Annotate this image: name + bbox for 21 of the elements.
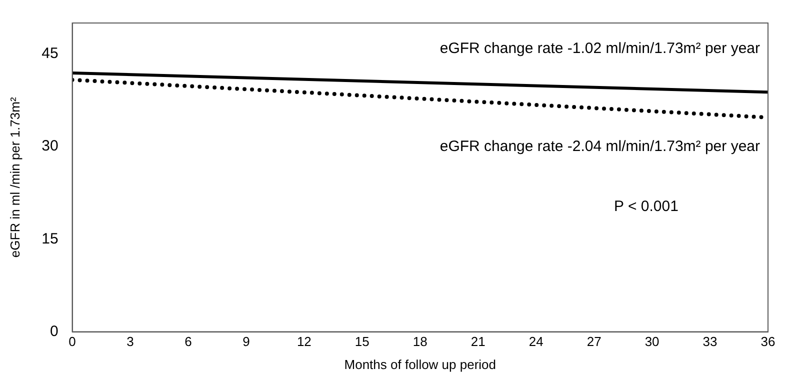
x-tick-label: 33 xyxy=(702,334,718,350)
annotation: P < 0.001 xyxy=(614,198,678,216)
x-tick-label: 30 xyxy=(644,334,660,350)
x-tick-label: 21 xyxy=(470,334,486,350)
x-tick-label: 27 xyxy=(586,334,602,350)
x-tick-label: 9 xyxy=(242,334,250,350)
x-tick-label: 12 xyxy=(296,334,312,350)
x-axis-title: Months of follow up period xyxy=(344,356,496,372)
annotation: eGFR change rate -1.02 ml/min/1.73m² per year xyxy=(440,40,760,58)
x-tick-label: 24 xyxy=(528,334,544,350)
y-tick-label: 30 xyxy=(42,138,58,155)
y-tick-label: 15 xyxy=(42,230,58,248)
y-axis-title: eGFR in ml /min per 1.73m² xyxy=(7,96,22,258)
x-tick-label: 18 xyxy=(412,334,428,350)
x-tick-label: 0 xyxy=(68,334,76,350)
x-tick-label: 36 xyxy=(760,334,776,350)
x-tick-label: 3 xyxy=(126,334,134,350)
x-tick-label: 6 xyxy=(184,334,192,350)
x-tick-label: 15 xyxy=(354,334,370,350)
annotation: eGFR change rate -2.04 ml/min/1.73m² per year xyxy=(440,138,760,156)
y-tick-label: 45 xyxy=(42,45,58,62)
